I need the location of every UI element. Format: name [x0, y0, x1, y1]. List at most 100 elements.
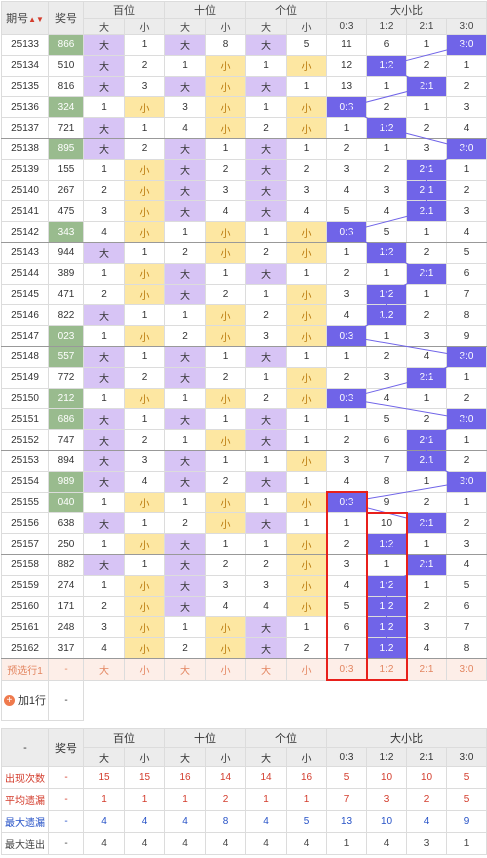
stat-value: 15	[124, 766, 165, 789]
big-hit-cell: 大	[164, 179, 206, 202]
big-hit-cell: 大	[83, 470, 125, 493]
table-row: 25140 267 2 小大 3 大 3 4 3 2:1 2	[1, 179, 487, 202]
period-cell: 25161	[1, 616, 49, 639]
big-hit-cell: 大	[83, 449, 125, 472]
miss-count-cell: 2	[124, 137, 165, 160]
miss-count-cell: 4	[366, 200, 407, 223]
preselect-option[interactable]: 大	[83, 657, 125, 681]
period-header[interactable]: 期号▲▼	[1, 1, 49, 35]
miss-count-cell: 2	[245, 241, 287, 264]
preselect-option[interactable]: 小	[205, 657, 246, 681]
ratio-hit-cell: 0:3	[326, 96, 367, 119]
big-hit-cell: 大	[164, 470, 206, 493]
miss-count-cell: 6	[446, 262, 487, 285]
ratio-hit-cell: 1:2	[366, 117, 407, 139]
stat-value: 4	[245, 832, 287, 855]
hundreds-header: 百位	[83, 1, 165, 19]
number-cell: 267	[48, 179, 84, 202]
miss-count-cell: 1	[205, 345, 246, 368]
preselect-option[interactable]: 1:2	[366, 657, 407, 681]
sort-icon[interactable]: ▲▼	[28, 15, 44, 24]
add-row-empty	[83, 680, 487, 721]
miss-count-cell: 1	[286, 345, 327, 368]
big-hit-cell: 大	[83, 137, 125, 160]
ratio-hit-cell: 1:2	[366, 54, 407, 77]
stat-value: 13	[326, 810, 367, 833]
small-hit-cell: 小	[124, 616, 165, 639]
miss-count-cell: 6	[446, 595, 487, 618]
add-row-button[interactable]: + 加1行	[1, 679, 49, 721]
table-row: 25138 895 大 2 大 1 大 1 2 1 3 3:0	[1, 137, 487, 160]
big-hit-cell: 大	[245, 345, 287, 368]
stat-value: 1	[286, 788, 327, 811]
period-cell: 25144	[1, 262, 49, 285]
ratio-hit-cell: 2:1	[406, 512, 447, 535]
stat-dash: -	[48, 810, 84, 833]
period-cell: 25156	[1, 512, 49, 535]
miss-count-cell: 5	[366, 221, 407, 243]
small-hit-cell: 小	[286, 221, 327, 243]
preselect-option[interactable]: 3:0	[446, 657, 487, 681]
miss-count-cell: 2	[286, 637, 327, 659]
period-cell: 25150	[1, 387, 49, 410]
number-cell: 510	[48, 54, 84, 77]
big-hit-cell: 大	[245, 137, 287, 160]
miss-count-cell: 1	[406, 34, 447, 56]
miss-count-cell: 2	[124, 429, 165, 451]
miss-count-cell: 5	[286, 34, 327, 56]
preselect-option[interactable]: 小	[286, 657, 327, 681]
preselect-option[interactable]: 小	[124, 657, 165, 681]
small-hit-cell: 小	[124, 387, 165, 410]
big-hit-cell: 大	[83, 241, 125, 264]
number-cell: 894	[48, 449, 84, 472]
miss-count-cell: 9	[366, 491, 407, 514]
stat-value: 4	[205, 832, 246, 855]
table-row: 25133 866 大 1 大 8 大 5 11 6 1 3:0	[1, 34, 487, 56]
stat-value: 16	[286, 766, 327, 789]
preselect-option[interactable]: 2:1	[406, 657, 447, 681]
preselect-option[interactable]: 大	[245, 657, 287, 681]
table-row: 25150 212 1 小 1 小 2 小 0:3 4 1 2	[1, 387, 487, 410]
miss-count-cell: 11	[326, 34, 367, 56]
small-hit-cell: 小	[205, 304, 246, 327]
miss-count-cell: 1	[245, 449, 287, 472]
miss-count-cell: 1	[326, 512, 367, 535]
big-hit-cell: 大	[83, 75, 125, 98]
stat-dash: -	[48, 766, 84, 789]
miss-count-cell: 1	[406, 283, 447, 306]
small-hit-cell: 小	[124, 283, 165, 306]
ratio-0-3-header: 0:3	[326, 747, 367, 767]
preselect-option[interactable]: 0:3	[326, 657, 367, 681]
miss-count-cell: 1	[164, 54, 206, 77]
period-cell: 25153	[1, 449, 49, 472]
stat-value: 2	[205, 788, 246, 811]
period-cell: 25136	[1, 96, 49, 119]
big-header: 大	[164, 18, 206, 35]
miss-count-cell: 8	[446, 304, 487, 327]
ratio-hit-cell: 2:1	[406, 75, 447, 98]
number-cell: 250	[48, 533, 84, 555]
big-hit-cell: 大	[245, 429, 287, 451]
miss-count-cell: 1	[366, 262, 407, 285]
stat-value: 8	[205, 810, 246, 833]
ratio-3-0-header: 3:0	[446, 747, 487, 767]
miss-count-cell: 1	[366, 137, 407, 160]
preselect-row[interactable]: 预选行1- 大小大小大小 0:3 1:2 2:1 3:0	[1, 657, 487, 681]
miss-count-cell: 2	[326, 533, 367, 555]
period-cell: 25134	[1, 54, 49, 77]
big-hit-cell: 大	[245, 34, 287, 56]
tens-header: 十位	[164, 1, 246, 19]
stat-value: 14	[245, 766, 287, 789]
big-hit-cell: 大	[245, 200, 287, 223]
period-cell: 25157	[1, 533, 49, 555]
table-row: 25153 894 大 3 大 1 1 小 3 7 2:1 2	[1, 449, 487, 472]
preselect-option[interactable]: 大	[164, 657, 206, 681]
miss-count-cell: 2	[164, 241, 206, 264]
number-cell: 816	[48, 75, 84, 98]
number-cell: 557	[48, 345, 84, 368]
miss-count-cell: 1	[286, 75, 327, 98]
small-hit-cell: 小	[286, 449, 327, 472]
ratio-header: 大小比	[326, 728, 487, 748]
miss-count-cell: 2	[406, 117, 447, 139]
stat-value: 1	[245, 788, 287, 811]
